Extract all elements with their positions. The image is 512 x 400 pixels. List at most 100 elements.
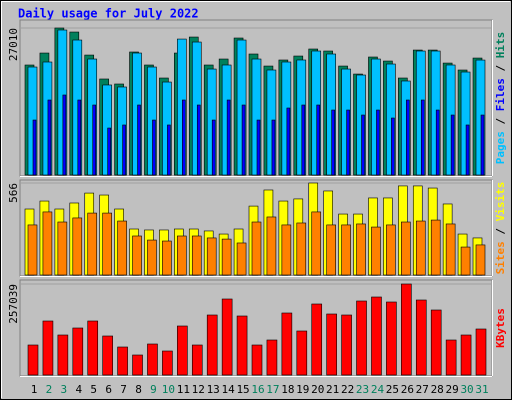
x-tick-label: 14	[222, 383, 236, 396]
bar	[57, 29, 68, 176]
bar	[430, 309, 442, 376]
bar	[72, 39, 83, 176]
bar	[211, 119, 216, 176]
bar	[206, 237, 217, 276]
bar	[137, 104, 141, 176]
bar	[475, 59, 486, 176]
bar	[152, 119, 156, 176]
legend-entry: Files	[494, 78, 507, 111]
x-tick-label: 3	[61, 383, 68, 396]
bar	[77, 99, 82, 176]
bar	[162, 240, 172, 276]
bar	[42, 61, 53, 176]
bar	[266, 216, 277, 276]
bar	[62, 94, 67, 176]
bar	[117, 346, 128, 376]
x-tick-label: 5	[90, 383, 97, 396]
bar	[147, 66, 157, 176]
legend-separator: /	[494, 111, 507, 131]
bar	[406, 99, 410, 176]
bar	[167, 124, 171, 176]
legend-entry: Visits	[494, 182, 507, 222]
legend-separator: /	[494, 58, 507, 78]
bar	[182, 99, 186, 176]
x-tick-label: 17	[266, 383, 279, 396]
x-tick-label: 31	[475, 383, 488, 396]
x-tick-label: 12	[192, 383, 205, 396]
bar	[206, 68, 217, 176]
bar	[401, 283, 412, 376]
x-tick-label: 8	[135, 383, 142, 396]
bar	[391, 117, 395, 176]
legend-entry: Sites	[494, 241, 507, 274]
bar	[206, 314, 218, 376]
bar	[346, 109, 350, 176]
x-tick-label: 28	[431, 383, 444, 396]
bar	[221, 64, 232, 176]
bar	[42, 211, 53, 276]
y-tick-label: 27010	[7, 28, 20, 61]
chart-title: Daily usage for July 2022	[18, 7, 199, 21]
bar	[177, 38, 187, 176]
bar	[475, 244, 486, 276]
bar	[331, 109, 335, 176]
bar	[386, 301, 397, 376]
y-tick-label: 566	[7, 183, 20, 203]
bar	[191, 344, 203, 376]
x-tick-label: 1	[31, 383, 38, 396]
bar	[415, 299, 427, 376]
bar	[271, 119, 276, 176]
bar	[236, 315, 248, 376]
x-tick-label: 26	[401, 383, 414, 396]
x-tick-label: 6	[105, 383, 112, 396]
bar	[177, 325, 188, 376]
x-tick-label: 18	[281, 383, 294, 396]
bar	[132, 354, 143, 376]
bar	[420, 99, 425, 176]
bar	[401, 221, 411, 276]
x-tick-label: 11	[177, 383, 190, 396]
x-tick-label: 22	[341, 383, 354, 396]
bar	[296, 59, 307, 176]
bar	[311, 50, 322, 176]
bar	[356, 300, 367, 376]
bar	[356, 223, 366, 276]
bar	[296, 222, 307, 276]
bar	[196, 104, 201, 176]
bar	[296, 330, 308, 376]
bar	[326, 224, 336, 276]
bar	[102, 212, 112, 276]
bar	[147, 343, 158, 376]
bar	[102, 84, 112, 176]
bar	[445, 223, 456, 276]
bar	[27, 344, 39, 376]
bar	[450, 114, 455, 176]
bar	[326, 313, 337, 376]
x-tick-label: 19	[296, 383, 309, 396]
bar	[415, 50, 426, 176]
bar	[386, 63, 396, 176]
bar	[326, 53, 336, 176]
x-tick-label: 27	[416, 383, 429, 396]
bar	[72, 217, 83, 276]
bar	[435, 109, 440, 176]
x-tick-label: 24	[371, 383, 385, 396]
bar	[311, 211, 322, 276]
x-tick-label: 4	[75, 383, 82, 396]
bar	[475, 328, 487, 376]
bar	[42, 320, 54, 376]
bar	[221, 298, 233, 376]
bar	[162, 81, 172, 176]
bar	[266, 69, 277, 176]
bar	[191, 235, 202, 276]
bar	[460, 246, 471, 276]
bar	[251, 344, 263, 376]
x-tick-label: 16	[251, 383, 264, 396]
bar	[57, 334, 69, 376]
bar	[460, 334, 472, 376]
x-tick-label: 7	[120, 383, 127, 396]
bar	[465, 124, 470, 176]
bar	[341, 224, 351, 276]
bar	[341, 314, 352, 376]
legend: Pages / Files / Hits	[494, 32, 507, 165]
